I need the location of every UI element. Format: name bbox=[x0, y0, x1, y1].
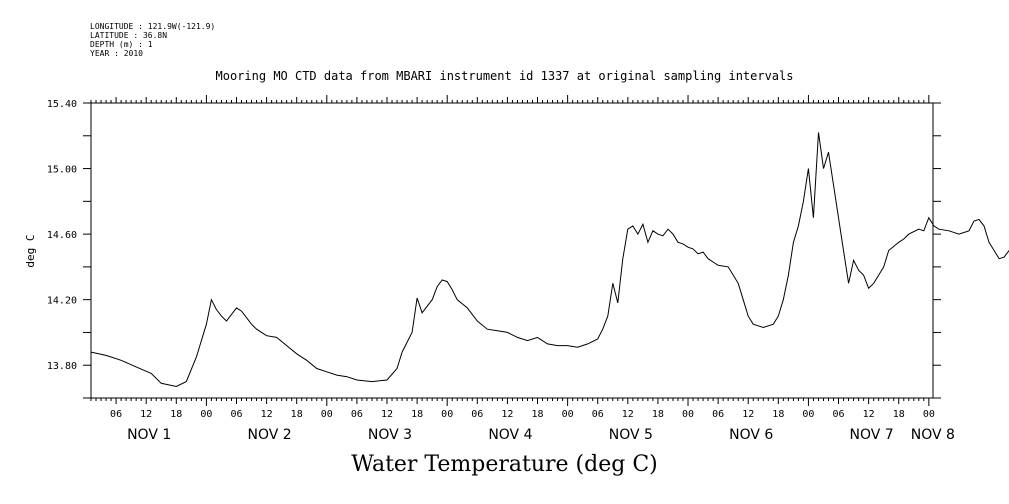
y-tick-label: 15.40 bbox=[47, 99, 77, 110]
y-tick-label: 13.80 bbox=[47, 361, 77, 372]
chart-axes bbox=[90, 102, 934, 399]
x-hour-label: 18 bbox=[531, 409, 543, 420]
x-hour-label: 06 bbox=[471, 409, 483, 420]
x-hour-label: 06 bbox=[110, 409, 122, 420]
metadata-header: LONGITUDE : 121.9W(-121.9) LATITUDE : 36… bbox=[90, 22, 215, 58]
x-hour-label: 18 bbox=[893, 409, 905, 420]
chart-title: Mooring MO CTD data from MBARI instrumen… bbox=[215, 69, 794, 83]
series-line bbox=[90, 132, 1009, 388]
x-hour-label: 00 bbox=[802, 409, 814, 420]
x-hour-label: 06 bbox=[230, 409, 242, 420]
x-hour-label: 12 bbox=[381, 409, 393, 420]
x-hour-label: 18 bbox=[411, 409, 423, 420]
y-axis-label: deg C bbox=[24, 234, 37, 267]
x-hour-label: 12 bbox=[622, 409, 634, 420]
y-tick-label: 15.00 bbox=[47, 165, 77, 176]
x-day-label: NOV 7 bbox=[850, 427, 894, 443]
x-hour-label: 18 bbox=[291, 409, 303, 420]
x-day-label: NOV 2 bbox=[248, 427, 292, 443]
x-hour-label: 06 bbox=[592, 409, 604, 420]
x-axis-label: Water Temperature (deg C) bbox=[351, 452, 658, 477]
plot-frame bbox=[90, 102, 934, 399]
year-text: YEAR : 2010 bbox=[90, 49, 143, 58]
x-day-label: NOV 4 bbox=[488, 427, 532, 443]
longitude-text: LONGITUDE : 121.9W(-121.9) bbox=[90, 22, 216, 31]
y-axis-ticks: 13.80 14.20 14.60 15.00 15.40 bbox=[47, 99, 941, 399]
x-hour-label: 00 bbox=[682, 409, 694, 420]
x-hour-label: 12 bbox=[501, 409, 513, 420]
x-hour-label: 00 bbox=[923, 409, 935, 420]
x-day-label: NOV 5 bbox=[609, 427, 653, 443]
x-hour-label: 06 bbox=[712, 409, 724, 420]
x-hour-label: 00 bbox=[441, 409, 453, 420]
x-hour-label: 12 bbox=[742, 409, 754, 420]
x-hour-label: 12 bbox=[261, 409, 273, 420]
x-hour-label: 00 bbox=[321, 409, 333, 420]
x-hour-label: 06 bbox=[833, 409, 845, 420]
x-hour-label: 12 bbox=[863, 409, 875, 420]
y-tick-label: 14.60 bbox=[47, 230, 77, 241]
y-tick-label: 14.20 bbox=[47, 296, 77, 307]
x-day-label: NOV 6 bbox=[729, 427, 773, 443]
x-hour-label: 00 bbox=[200, 409, 212, 420]
x-hour-label: 18 bbox=[772, 409, 784, 420]
x-day-label: NOV 3 bbox=[368, 427, 412, 443]
x-hour-label: 00 bbox=[562, 409, 574, 420]
x-hour-label: 18 bbox=[652, 409, 664, 420]
x-hour-label: 06 bbox=[351, 409, 363, 420]
x-hour-label: 18 bbox=[170, 409, 182, 420]
x-axis-ticks: 06 12 18 00 06 12 18 00 06 12 18 00 06 12 18 00 06 12 18 00… bbox=[90, 95, 955, 443]
depth-text: DEPTH (m) : 1 bbox=[90, 40, 153, 49]
latitude-text: LATITUDE : 36.8N bbox=[90, 31, 168, 40]
x-hour-label: 12 bbox=[140, 409, 152, 420]
x-day-label: NOV 1 bbox=[127, 427, 171, 443]
x-day-label: NOV 8 bbox=[911, 427, 955, 443]
